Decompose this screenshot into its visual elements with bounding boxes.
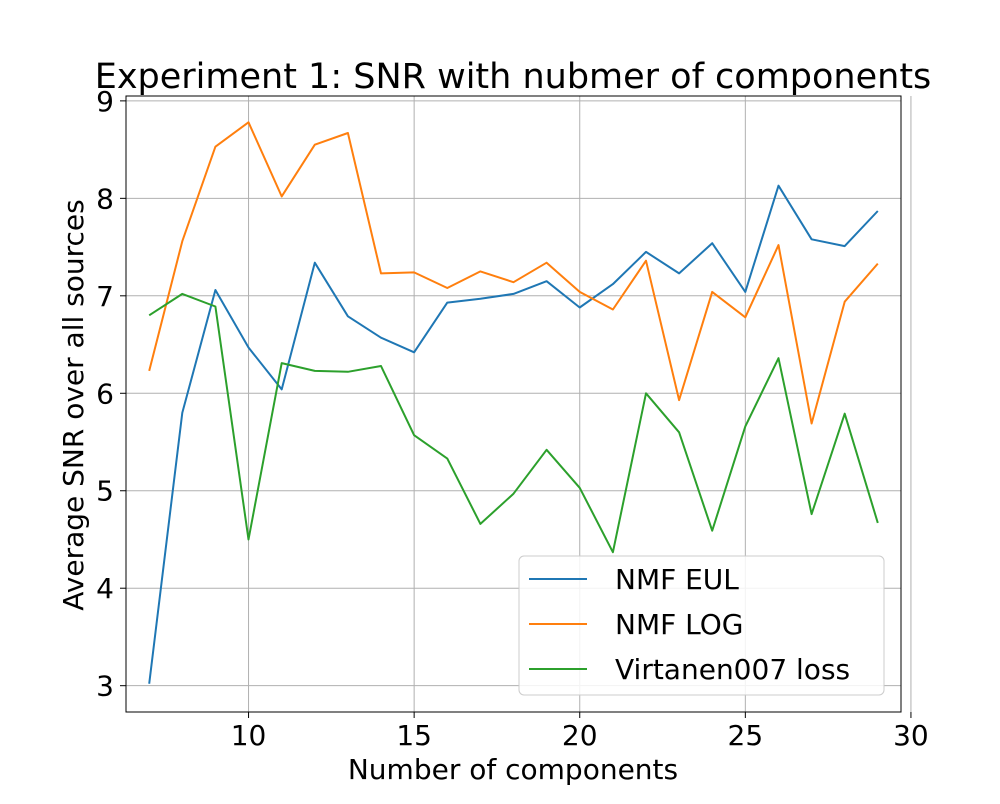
legend: NMF EUL NMF LOG Virtanen007 loss [518, 555, 885, 696]
y-tick-label: 5 [96, 475, 114, 508]
series-line-2 [148, 292, 879, 554]
plot-area-frame [125, 95, 902, 713]
y-tick-label: 8 [96, 182, 114, 215]
x-tick-label: 10 [231, 719, 267, 752]
axis-ticks: 10 15 20 25 30 3 4 5 6 7 8 9 [96, 85, 929, 752]
chart-title: Experiment 1: SNR with nubmer of compone… [95, 57, 932, 97]
x-tick-label: 15 [396, 719, 432, 752]
y-tick-label: 9 [96, 85, 114, 118]
y-tick-label: 4 [96, 572, 114, 605]
y-tick-label: 6 [96, 377, 114, 410]
y-tick-label: 7 [96, 280, 114, 313]
y-tick-label: 3 [96, 670, 114, 703]
legend-label: NMF EUL [615, 563, 739, 596]
x-tick-label: 25 [728, 719, 764, 752]
x-axis-label: Number of components [348, 753, 678, 786]
grid-lines [126, 96, 912, 712]
legend-box [518, 555, 885, 696]
x-tick-label: 30 [893, 719, 929, 752]
series-line-1 [148, 121, 879, 425]
series-lines [148, 121, 879, 684]
series-line-0 [148, 184, 879, 684]
legend-label: Virtanen007 loss [615, 653, 850, 686]
y-axis-label: Average SNR over all sources [57, 199, 90, 610]
x-tick-label: 20 [562, 719, 598, 752]
legend-label: NMF LOG [615, 608, 743, 641]
